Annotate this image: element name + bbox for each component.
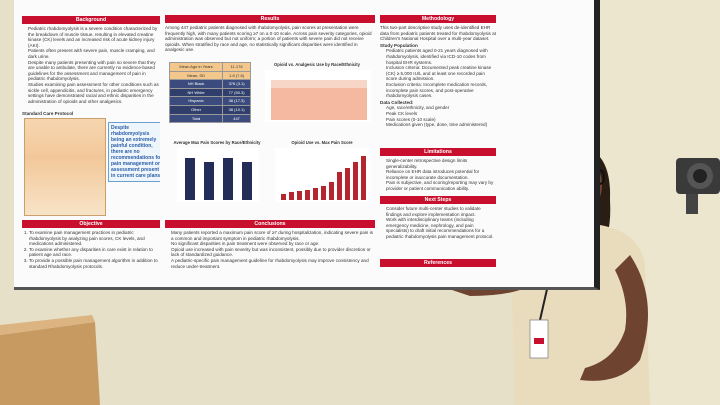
table-cell: NH White: [169, 87, 224, 98]
section-heading: Next Steps: [380, 196, 496, 204]
table-row: Mean Age in Years 11.176: [169, 62, 251, 72]
list-item: Medications given (type, dose, time admi…: [386, 122, 496, 128]
chart-graphic: [177, 147, 259, 202]
list-item: Studies examining pain assessment for ot…: [28, 82, 160, 104]
list: Age, race/ethnicity, and genderPeak CK l…: [380, 105, 496, 127]
list-item: Age, race/ethnicity, and gender: [386, 105, 496, 111]
chart-title: Average Max Pain Scores by Race/Ethnicit…: [173, 140, 261, 145]
list-item: Peak CK levels: [386, 111, 496, 117]
list-item: To provide a possible pain management al…: [29, 258, 160, 269]
table-cell: 376 (3.1): [222, 79, 251, 89]
opioid-pain-chart: Opioid Use vs. Max Pain Score: [267, 140, 377, 216]
section-heading: Background: [22, 16, 160, 24]
list-item: Work with interdisciplinary teams (inclu…: [386, 217, 496, 239]
table-cell: 11.176: [222, 62, 251, 72]
list: Many patients reported a maximum pain sc…: [165, 230, 375, 269]
results-text: Among 447 pediatric patients diagnosed w…: [165, 25, 372, 53]
list-item: No significant disparities in pain treat…: [171, 241, 375, 247]
table-cell: Mean Age in Years: [169, 62, 224, 72]
table-cell: NH Black: [169, 79, 224, 89]
table-row: Mean, SD 1.8 (7.8): [169, 70, 251, 81]
background-section: Background Pediatric rhabdomyolysis is a …: [22, 16, 160, 108]
list-item: Consider future multi-center studies to …: [386, 206, 496, 217]
list-item: Opioid use increased with pain severity …: [171, 247, 375, 258]
section-heading: References: [380, 259, 496, 267]
sub-heading: Data Collected:: [380, 99, 414, 105]
list-item: Patients often present with severe pain,…: [28, 48, 160, 59]
list-item: Despite many patients presenting with pa…: [28, 60, 160, 82]
table-cell: 38 (17.3): [222, 96, 251, 106]
table-row: NH White 77 (50.3): [169, 87, 251, 98]
table-cell: Hispanic: [169, 96, 224, 106]
chart-title: Opioid Use vs. Max Pain Score: [291, 140, 353, 145]
table-cell: Other: [169, 104, 224, 115]
limitations-section: Limitations Single-center retrospective d…: [380, 148, 496, 196]
objective-section: Objective To examine pain management prac…: [22, 220, 160, 282]
references-section: References: [380, 259, 496, 285]
sub-heading: Standard Care Protocol: [22, 111, 74, 116]
podium: [0, 322, 100, 405]
table-cell: Total: [169, 113, 224, 124]
camera: [676, 158, 720, 214]
list-item: To examine pain management practices in …: [29, 230, 160, 247]
chart-title: Opioid vs. Analgesic Use by Race/Ethnici…: [274, 62, 360, 67]
demographics-table: Mean Age in Years 11.176 Mean, SD 1.8 (7.8)…: [169, 62, 251, 124]
table-cell: Mean, SD: [169, 70, 224, 81]
chart-graphic: [265, 69, 371, 122]
care-diagram: [24, 118, 106, 216]
chart-graphic: [275, 147, 371, 202]
section-heading: Limitations: [380, 148, 496, 156]
pain-scores-chart: Average Max Pain Scores by Race/Ethnicit…: [169, 140, 265, 216]
table-row: Total 447: [169, 113, 251, 124]
table-cell: 38 (10.1): [222, 104, 251, 115]
section-heading: Conclusions: [165, 220, 375, 228]
podium-top: [0, 315, 95, 335]
section-heading: Results: [165, 15, 375, 23]
results-table: Mean Age in Years 11.176 Mean, SD 1.8 (7.8)…: [169, 62, 251, 136]
section-heading: Methodology: [380, 15, 496, 23]
list: Single-center retrospective design limit…: [380, 158, 496, 192]
conclusions-section: Conclusions Many patients reported a maxi…: [165, 220, 375, 284]
list: Pediatric patients aged 0-21 years diagn…: [380, 48, 496, 98]
list-item: Pediatric rhabdomyolysis is a severe con…: [28, 26, 160, 48]
table-row: Other 38 (10.1): [169, 104, 251, 115]
care-note: Despite rhabdomyolysis being an extremel…: [108, 122, 160, 182]
table-row: NH Black 376 (3.1): [169, 79, 251, 89]
next-steps-section: Next Steps Consider future multi-center s…: [380, 196, 496, 258]
table-cell: 447: [222, 113, 251, 124]
list-item: A pediatric-specific pain management gui…: [171, 258, 375, 269]
table-row: Hispanic 38 (17.3): [169, 96, 251, 106]
list-item: Exclusion criteria: Incomplete medicatio…: [386, 82, 496, 99]
list-item: Inclusion criteria: Documented peak crea…: [386, 65, 496, 82]
list-item: To examine whether any disparities in ca…: [29, 247, 160, 258]
section-heading: Objective: [22, 220, 160, 228]
methodology-text: This two-part descriptive study uses de-…: [380, 25, 496, 42]
list-item: Single-center retrospective design limit…: [386, 158, 496, 169]
poster: Background Pediatric rhabdomyolysis is a …: [14, 0, 600, 290]
list: To examine pain management practices in …: [22, 230, 160, 269]
standard-care-section: Standard Care Protocol Despite rhabdomyol…: [22, 110, 160, 218]
list-item: Pain scores (0-10 scale): [386, 117, 496, 123]
results-section: Results Among 447 pediatric patients diag…: [165, 15, 375, 61]
sub-heading: Study Population: [380, 42, 418, 48]
list: Consider future multi-center studies to …: [380, 206, 496, 240]
list: Pediatric rhabdomyolysis is a severe con…: [22, 26, 160, 104]
table-cell: 1.8 (7.8): [222, 70, 251, 81]
list-item: Many patients reported a maximum pain sc…: [171, 230, 375, 241]
list-item: Reliance on EHR data introduces potentia…: [386, 169, 496, 180]
table-cell: 77 (50.3): [222, 87, 251, 98]
methodology-section: Methodology This two-part descriptive stu…: [380, 15, 496, 147]
opioid-analgesic-chart: Opioid vs. Analgesic Use by Race/Ethnici…: [257, 62, 377, 136]
list-item: Pediatric patients aged 0-21 years diagn…: [386, 48, 496, 65]
list-item: Pain is subjective, and scoring/reportin…: [386, 180, 496, 191]
